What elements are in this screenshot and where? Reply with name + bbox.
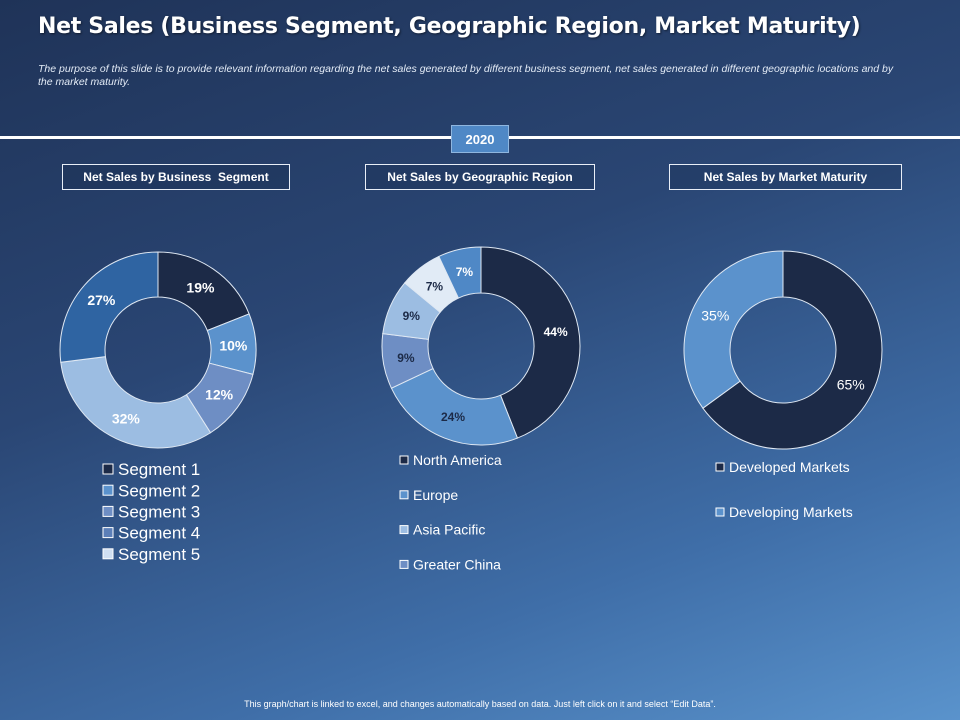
legend-label: Developed Markets [729,459,850,475]
slice-value-label: 19% [186,280,215,296]
legend-item-segment-1: Segment 1 [102,460,200,479]
legend-swatch [715,507,725,517]
legend-item-segment-5: Segment 5 [102,545,200,564]
page-title: Net Sales (Business Segment, Geographic … [38,14,861,39]
legend-label: Asia Pacific [413,522,485,538]
legend-item-greater-china: Greater China [399,556,501,572]
donut-slice [480,246,581,439]
legend-item-segment-2: Segment 2 [102,481,200,500]
legend-swatch [102,527,114,539]
legend-swatch [102,484,114,496]
panel-title-business-segment: Net Sales by Business Segment [62,164,290,190]
legend-item-north-america: North America [399,452,502,468]
donut-chart-1: 19% 10% 12% 32% 27% Segment 1 Segment 2 Segment… [59,251,257,564]
legend-item-developed-markets: Developed Markets [715,459,850,475]
legend-swatch [715,462,725,472]
legend-item-segment-4: Segment 4 [102,524,200,543]
donut-slice [60,356,212,449]
donut-chart-3: 65% 35% Developed Markets Developing Market… [683,250,883,520]
legend-label: Segment 5 [118,545,200,564]
legend-label: Segment 2 [118,481,200,500]
donut-slice [438,246,482,299]
page-subtitle: The purpose of this slide is to provide … [38,63,894,88]
donut-slice [683,250,784,409]
legend-label: Greater China [413,556,501,572]
donut-slice [702,250,883,450]
legend-swatch [399,490,409,500]
donut-slice [59,251,159,363]
panel-title-geographic-region: Net Sales by Geographic Region [365,164,595,190]
legend-label: North America [413,452,502,468]
slice-value-label: 7% [426,279,444,293]
legend-swatch [399,559,409,569]
legend-label: Developing Markets [729,504,853,520]
legend-item-europe: Europe [399,487,458,503]
slice-value-label: 10% [219,337,248,353]
slice-value-label: 27% [87,292,116,308]
slice-value-label: 9% [403,309,421,323]
legend-item-asia-pacific: Asia Pacific [399,522,485,538]
slice-value-label: 35% [701,308,729,324]
year-badge: 2020 [451,125,509,153]
slice-value-label: 32% [112,410,141,426]
legend-swatch [102,505,114,517]
legend-swatch [102,548,114,560]
legend-label: Segment 1 [118,460,200,479]
legend-label: Europe [413,487,458,503]
slice-value-label: 65% [837,377,865,393]
footer-note: This graph/chart is linked to excel, and… [244,699,716,709]
legend-swatch [399,525,409,535]
donut-chart-2: 44% 24% 9% 9% 7% 7% North America Europe Asia Pa… [381,246,581,572]
donut-slice [390,367,519,446]
legend-label: Segment 4 [118,524,200,543]
legend-label: Segment 3 [118,503,200,522]
legend-swatch [399,455,409,465]
legend-item-segment-3: Segment 3 [102,503,200,522]
legend-swatch [102,463,114,475]
slice-value-label: 24% [441,410,465,424]
slice-value-label: 12% [205,386,234,402]
slice-value-label: 7% [456,265,474,279]
slice-value-label: 9% [397,351,415,365]
legend-item-developing-markets: Developing Markets [715,504,853,520]
slice-value-label: 44% [544,325,568,339]
panel-title-market-maturity: Net Sales by Market Maturity [669,164,902,190]
